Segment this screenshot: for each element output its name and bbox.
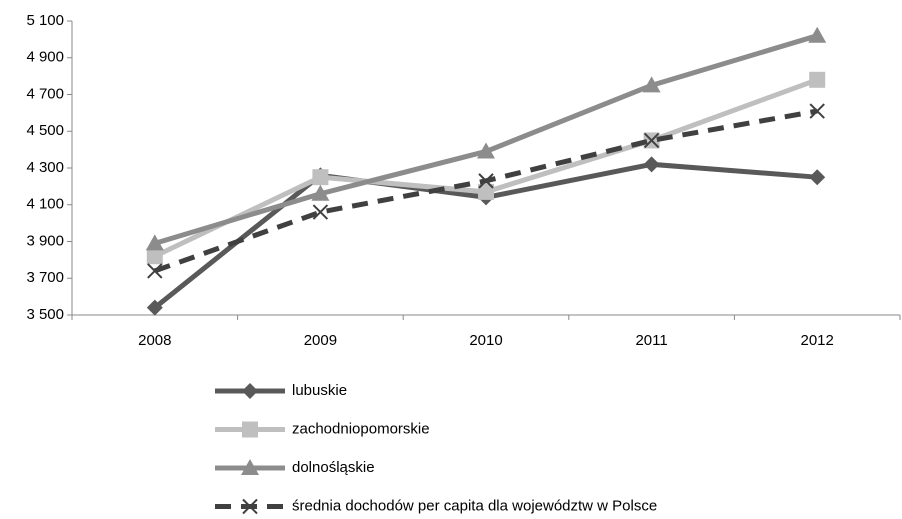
data-point (808, 26, 827, 43)
x-tick-label: 2008 (138, 332, 171, 349)
data-point (809, 71, 826, 88)
data-point (146, 299, 163, 316)
y-tick-label: 4 700 (26, 85, 64, 102)
series-line (154, 33, 818, 246)
y-tick-label: 3 900 (26, 232, 64, 249)
y-tick-label: 4 900 (26, 49, 64, 66)
data-point (643, 132, 660, 149)
data-point (478, 183, 494, 200)
y-tick-label: 4 500 (26, 122, 64, 139)
data-point (643, 156, 660, 173)
legend-marker (241, 459, 259, 475)
legend-label: zachodniopomorskie (292, 420, 430, 437)
data-point (147, 263, 163, 279)
legend-marker (242, 421, 258, 438)
legend-marker (242, 383, 258, 399)
legend-label: lubuskie (292, 382, 347, 399)
data-point (312, 169, 329, 186)
x-tick-label: 2010 (469, 332, 502, 349)
data-point (311, 184, 330, 201)
data-point (312, 204, 329, 220)
legend-label: dolnośląskie (292, 459, 375, 476)
data-point (809, 103, 825, 119)
data-point (809, 169, 826, 186)
legend-label: średnia dochodów per capita dla wojewódz… (292, 497, 657, 514)
x-tick-label: 2011 (635, 332, 667, 349)
legend-marker (242, 498, 258, 515)
data-point (642, 76, 661, 93)
y-tick-label: 3 700 (26, 269, 64, 286)
y-tick-label: 5 100 (26, 12, 64, 29)
x-tick-label: 2012 (801, 332, 834, 349)
data-point (477, 142, 495, 159)
data-point (478, 173, 494, 189)
x-tick-label: 2009 (304, 332, 337, 349)
data-point (145, 234, 164, 251)
y-tick-label: 3 500 (26, 306, 64, 323)
y-tick-label: 4 300 (26, 159, 64, 176)
y-tick-label: 4 100 (26, 196, 64, 213)
data-point (146, 248, 163, 265)
